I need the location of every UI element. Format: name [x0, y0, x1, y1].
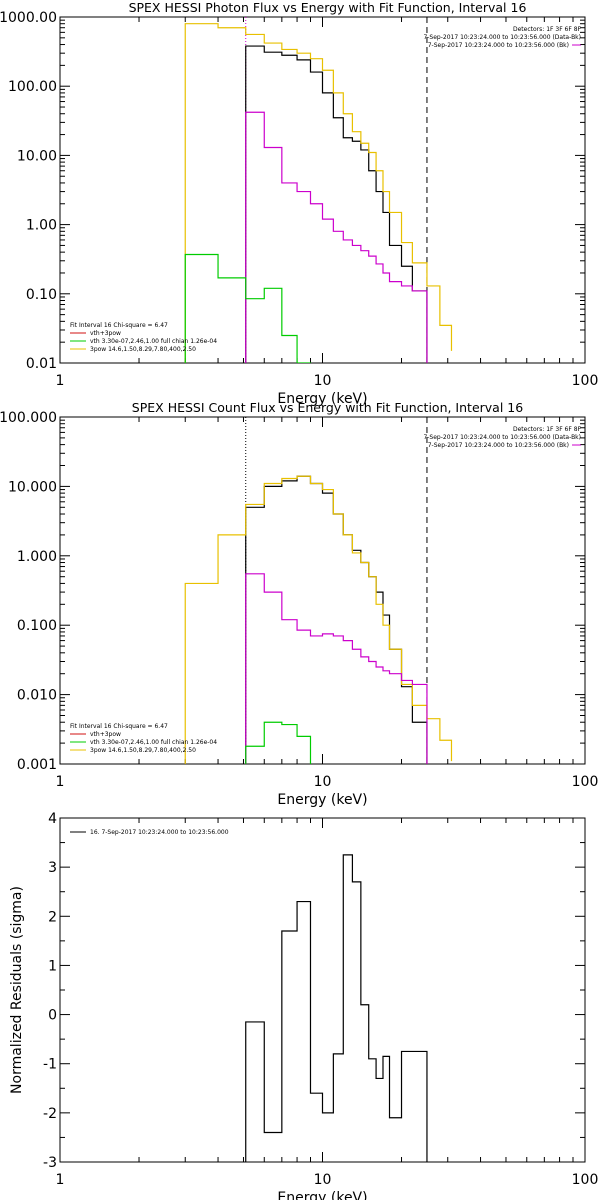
panel1-y-tick-label: 1000.00: [0, 10, 57, 26]
panel2-legend-text: 3pow 14.6,1.50,8.29,7.80,400,2.50: [90, 747, 196, 754]
panel1-y-tick-label: 1.00: [26, 218, 57, 234]
panel1-series-0-step: [245, 45, 428, 363]
panel2-legend-text: Fit Interval 16 Chi-square = 6.47: [70, 723, 168, 730]
panel2-x-tick-label: 1: [56, 774, 65, 790]
panel3-y-tick-label: 2: [48, 909, 57, 925]
panel1-info-line: 7-Sep-2017 10:23:24.000 to 10:23:56.000 …: [428, 42, 569, 49]
panel3-y-tick-label: 1: [48, 958, 57, 974]
panel1-x-tick-label: 10: [314, 373, 332, 389]
panel2-y-tick-label: 0.010: [17, 688, 57, 704]
panel3-y-tick-label: 4: [48, 811, 57, 827]
panel1-x-tick-label: 1: [56, 373, 65, 389]
panel2-info-line: 7-Sep-2017 10:23:24.000 to 10:23:56.000 …: [428, 442, 569, 449]
panel3-y-tick-label: 3: [48, 860, 57, 876]
panel1-info-line: Detectors: 1F 3F 6F 8F: [513, 26, 582, 33]
panel1-series-3-step: [184, 253, 312, 363]
panel2-y-tick-label: 10.000: [8, 479, 57, 495]
panel3-y-tick-label: -3: [43, 1155, 57, 1171]
panel3-x-tick-label: 10: [314, 1172, 332, 1188]
panel2-y-tick-label: 1.000: [17, 549, 57, 565]
panel3-y-axis-label: Normalized Residuals (sigma): [9, 886, 25, 1094]
panel2-series-3-step: [245, 721, 312, 764]
panel2-x-tick-label: 100: [572, 774, 599, 790]
panel2-chart-title: SPEX HESSI Count Flux vs Energy with Fit…: [132, 400, 523, 415]
panel2-y-tick-label: 0.001: [17, 757, 57, 773]
panel1-y-tick-label: 0.01: [26, 356, 57, 372]
panel1-x-axis-label: Energy (keV): [277, 391, 367, 407]
panel3-series-0-step: [245, 854, 428, 1162]
panel1-series-2-step: [245, 111, 428, 363]
panel1-legend-text: Fit Interval 16 Chi-square = 6.47: [70, 322, 168, 329]
panel3-y-tick-label: -1: [43, 1057, 57, 1073]
panel1-y-tick-label: 100.00: [8, 79, 57, 95]
panel2-info-line: Detectors: 1F 3F 6F 8F: [513, 426, 582, 433]
panel1-y-tick-label: 10.00: [17, 148, 57, 164]
panel1-legend-text: 3pow 14.6,1.50,8.29,7.80,400,2.50: [90, 346, 196, 353]
panel1-chart-title: SPEX HESSI Photon Flux vs Energy with Fi…: [129, 0, 527, 15]
panel2-x-tick-label: 10: [314, 774, 332, 790]
panel3-x-axis-label: Energy (keV): [277, 1190, 367, 1200]
panel2-plot-frame: [59, 416, 586, 765]
panel2-series-1-step: [184, 475, 453, 764]
panel3-x-tick-label: 100: [572, 1172, 599, 1188]
panel2-legend-text: vth+3pow: [90, 731, 121, 738]
panel1-y-tick-label: 0.10: [26, 287, 57, 303]
panel3-legend-text: 16. 7-Sep-2017 10:23:24.000 to 10:23:56.…: [90, 829, 229, 836]
panel2-legend-text: vth 3.30e-07,2.46,1.00 full chian 1.26e-…: [90, 739, 217, 746]
panel1-series-1-step: [184, 23, 453, 363]
panel2-series-2-step: [245, 573, 428, 764]
panel3-y-tick-label: 0: [48, 1008, 57, 1024]
panel2-x-axis-label: Energy (keV): [277, 792, 367, 808]
panel2-y-tick-label: 0.100: [17, 618, 57, 634]
panel2-y-tick-label: 100.000: [0, 410, 57, 426]
panel3-x-tick-label: 1: [56, 1172, 65, 1188]
panel1-info-line: 7-Sep-2017 10:23:24.000 to 10:23:56.000 …: [423, 34, 581, 41]
panel3-y-tick-label: -2: [43, 1106, 57, 1122]
panel1-legend-text: vth 3.30e-07,2.46,1.00 full chian 1.26e-…: [90, 338, 217, 345]
panel1-legend-text: vth+3pow: [90, 330, 121, 337]
panel2-info-line: 7-Sep-2017 10:23:24.000 to 10:23:56.000 …: [423, 434, 581, 441]
panel1-x-tick-label: 100: [572, 373, 599, 389]
